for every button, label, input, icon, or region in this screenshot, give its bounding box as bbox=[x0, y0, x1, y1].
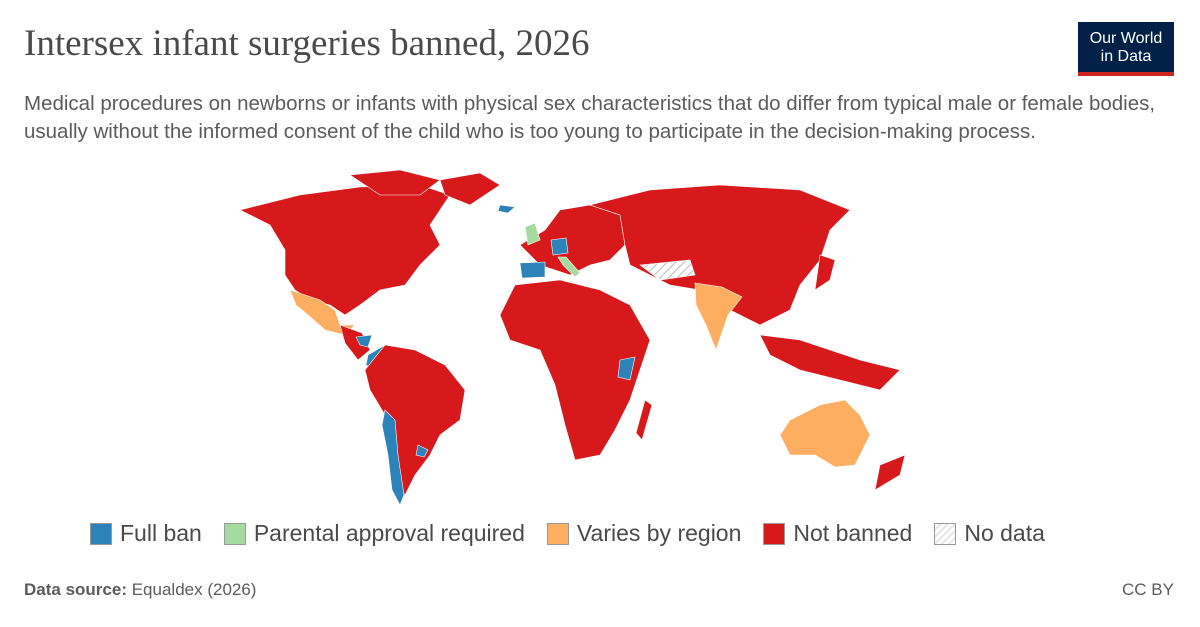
country-region[interactable] bbox=[519, 204, 626, 276]
legend-swatch bbox=[763, 522, 786, 545]
legend-label: Parental approval required bbox=[253, 520, 525, 546]
title: Intersex infant surgeries banned, 2026 bbox=[24, 23, 590, 64]
country-region[interactable] bbox=[779, 399, 871, 468]
legend-swatch bbox=[90, 522, 112, 545]
country-region[interactable] bbox=[617, 356, 636, 381]
country-region[interactable] bbox=[639, 259, 696, 281]
country-region[interactable] bbox=[355, 334, 373, 348]
logo-line: in Data bbox=[1100, 48, 1152, 65]
legend: Full ban Parental approval required Varies… bbox=[90, 520, 1045, 547]
legend-label: Not banned bbox=[793, 520, 913, 546]
country-region[interactable] bbox=[499, 279, 651, 461]
country-region[interactable] bbox=[557, 256, 581, 278]
legend-label: Varies by region bbox=[576, 520, 742, 546]
country-region[interactable] bbox=[694, 282, 743, 351]
license[interactable]: CC BY bbox=[1122, 580, 1174, 599]
country-region[interactable] bbox=[349, 169, 441, 196]
country-region[interactable] bbox=[497, 204, 516, 214]
country-region[interactable] bbox=[339, 324, 371, 361]
legend-item[interactable]: Not banned bbox=[763, 520, 912, 547]
legend-item[interactable]: Varies by region bbox=[546, 520, 742, 547]
legend-item[interactable]: No data bbox=[934, 520, 1045, 547]
country-region[interactable] bbox=[364, 344, 466, 496]
country-region[interactable] bbox=[381, 409, 405, 506]
source: Data source: Equaldex (2026) bbox=[24, 580, 256, 600]
legend-label: Full ban bbox=[120, 520, 202, 546]
legend-item[interactable]: Full ban bbox=[90, 520, 202, 547]
country-region[interactable] bbox=[588, 184, 851, 326]
logo-line: Our World bbox=[1089, 30, 1163, 47]
subtitle: Medical procedures on newborns or infant… bbox=[24, 92, 1156, 143]
source-text: Equaldex (2026) bbox=[131, 580, 257, 599]
country-region[interactable] bbox=[635, 399, 653, 441]
legend-swatch bbox=[934, 522, 957, 545]
country-region[interactable] bbox=[415, 444, 429, 458]
country-region[interactable] bbox=[550, 237, 569, 256]
legend-item[interactable]: Parental approval required bbox=[223, 520, 525, 547]
source-label: Data source: bbox=[24, 580, 127, 599]
world-map bbox=[239, 169, 906, 506]
legend-swatch bbox=[223, 522, 246, 545]
country-region[interactable] bbox=[874, 454, 906, 491]
country-region[interactable] bbox=[814, 254, 836, 291]
country-region[interactable] bbox=[439, 172, 501, 206]
country-region[interactable] bbox=[759, 334, 901, 391]
country-region[interactable] bbox=[519, 261, 546, 279]
country-region[interactable] bbox=[239, 184, 451, 316]
legend-swatch bbox=[546, 522, 569, 545]
country-region[interactable] bbox=[524, 222, 541, 246]
legend-label: No data bbox=[964, 520, 1045, 546]
logo[interactable]: Our World in Data bbox=[1078, 22, 1174, 76]
